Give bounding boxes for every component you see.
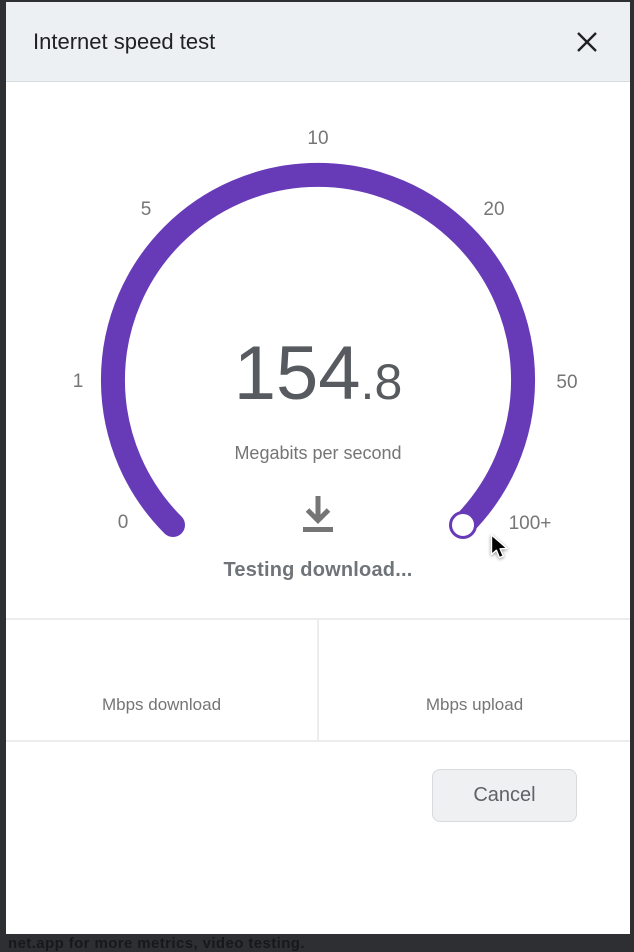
gauge-tick-5: 5: [140, 199, 152, 220]
download-result-cell: Mbps download: [6, 620, 317, 740]
test-status-text: Testing download...: [223, 559, 413, 581]
results-divider: [317, 620, 319, 740]
results-strip: Mbps download Mbps upload: [6, 618, 630, 742]
speed-value: 154.8: [6, 336, 630, 412]
gauge-tick-1: 1: [72, 371, 84, 392]
internet-speed-test-dialog: Internet speed test 0 1 5 10 20 50 100+ …: [6, 2, 630, 934]
dialog-footer: Cancel: [6, 742, 630, 934]
cancel-button[interactable]: Cancel: [432, 769, 577, 822]
speed-value-integer: 154: [233, 331, 361, 416]
speed-unit-label: Megabits per second: [234, 443, 402, 463]
upload-result-label: Mbps upload: [425, 695, 524, 714]
close-button[interactable]: [574, 29, 600, 55]
gauge-knob: [449, 511, 477, 539]
upload-result-cell: Mbps upload: [319, 620, 630, 740]
download-result-label: Mbps download: [101, 695, 222, 714]
mouse-cursor-icon: [490, 534, 508, 559]
close-icon: [577, 31, 597, 52]
dialog-header: Internet speed test: [6, 2, 630, 82]
gauge-arc: [101, 163, 535, 537]
gauge-arc-svg: [101, 163, 535, 539]
speed-value-fraction: .8: [360, 354, 403, 410]
gauge-tick-20: 20: [483, 199, 505, 220]
gauge-tick-0: 0: [117, 512, 129, 533]
gauge-tick-100plus: 100+: [508, 513, 552, 534]
download-arrow-icon: [303, 496, 333, 532]
dialog-title: Internet speed test: [33, 28, 216, 54]
gauge-tick-50: 50: [556, 372, 578, 393]
speed-gauge: 0 1 5 10 20 50 100+ 154.8 Megabits per s…: [6, 82, 630, 618]
gauge-tick-10: 10: [307, 128, 329, 149]
